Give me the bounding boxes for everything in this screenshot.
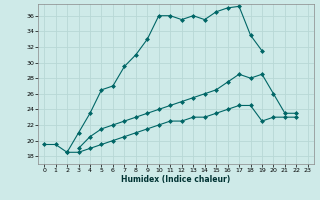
X-axis label: Humidex (Indice chaleur): Humidex (Indice chaleur) xyxy=(121,175,231,184)
